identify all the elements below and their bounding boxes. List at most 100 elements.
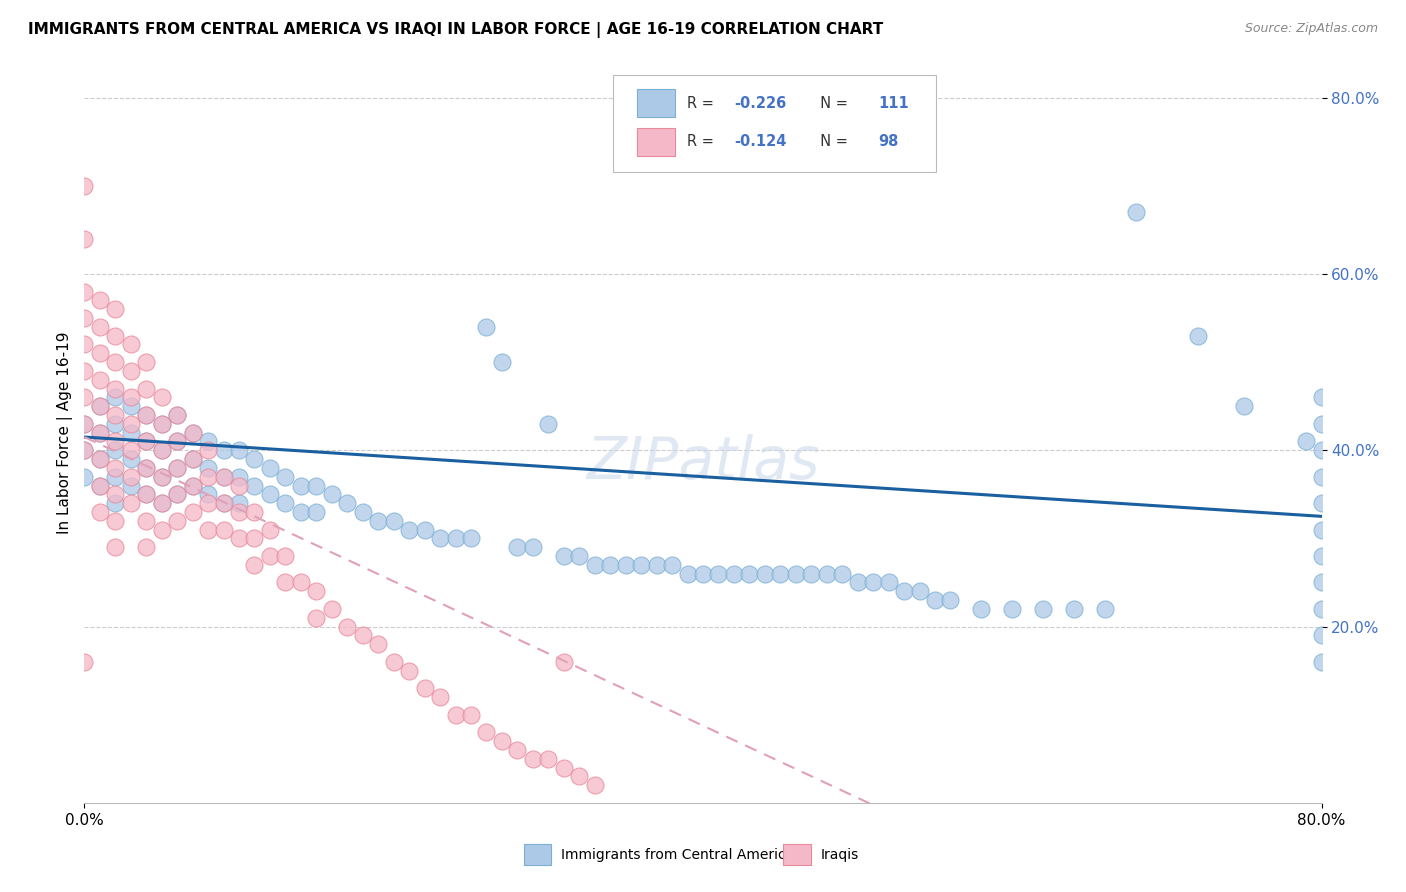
- Point: [197, 434, 219, 449]
- Point: [104, 390, 127, 404]
- Point: [73, 390, 96, 404]
- Point: [166, 408, 188, 422]
- Point: [104, 408, 127, 422]
- Point: [583, 778, 606, 792]
- Point: [259, 461, 281, 475]
- Point: [568, 549, 591, 563]
- Point: [444, 532, 467, 546]
- Point: [893, 584, 915, 599]
- Point: [181, 505, 204, 519]
- Point: [692, 566, 714, 581]
- Point: [274, 496, 297, 510]
- Point: [135, 461, 157, 475]
- Point: [104, 434, 127, 449]
- Point: [290, 575, 312, 590]
- Point: [738, 566, 761, 581]
- Point: [429, 690, 451, 704]
- Point: [491, 734, 513, 748]
- Point: [197, 443, 219, 458]
- Point: [150, 523, 173, 537]
- Text: N =: N =: [811, 134, 852, 149]
- Point: [150, 496, 173, 510]
- Point: [104, 540, 127, 554]
- Point: [243, 532, 266, 546]
- Point: [135, 461, 157, 475]
- Point: [73, 232, 96, 246]
- Text: R =: R =: [688, 95, 718, 111]
- Point: [352, 628, 374, 642]
- Point: [243, 452, 266, 467]
- Point: [1233, 399, 1256, 413]
- Point: [197, 461, 219, 475]
- Point: [181, 478, 204, 492]
- Point: [104, 417, 127, 431]
- Point: [815, 566, 838, 581]
- Point: [1295, 434, 1317, 449]
- Point: [73, 417, 96, 431]
- Point: [754, 566, 776, 581]
- Point: [104, 355, 127, 369]
- Point: [73, 469, 96, 483]
- Point: [537, 417, 560, 431]
- Point: [846, 575, 869, 590]
- Point: [104, 469, 127, 483]
- Point: [212, 496, 235, 510]
- Point: [1310, 390, 1333, 404]
- Point: [321, 487, 343, 501]
- Point: [1310, 523, 1333, 537]
- Point: [73, 443, 96, 458]
- Point: [908, 584, 931, 599]
- Point: [150, 443, 173, 458]
- Point: [877, 575, 900, 590]
- Point: [104, 328, 127, 343]
- Point: [166, 461, 188, 475]
- Point: [135, 434, 157, 449]
- Point: [73, 443, 96, 458]
- Point: [336, 619, 359, 633]
- Point: [413, 681, 436, 696]
- Point: [150, 443, 173, 458]
- Point: [924, 593, 946, 607]
- Point: [1310, 575, 1333, 590]
- Point: [120, 425, 142, 440]
- Point: [120, 337, 142, 351]
- Point: [583, 558, 606, 572]
- Point: [166, 487, 188, 501]
- Point: [104, 496, 127, 510]
- Point: [274, 549, 297, 563]
- Point: [197, 469, 219, 483]
- Point: [1094, 602, 1116, 616]
- Point: [135, 382, 157, 396]
- FancyBboxPatch shape: [613, 75, 935, 172]
- Point: [1310, 443, 1333, 458]
- Point: [104, 514, 127, 528]
- Point: [89, 452, 111, 467]
- Point: [181, 425, 204, 440]
- Point: [228, 443, 250, 458]
- Point: [73, 337, 96, 351]
- Point: [290, 505, 312, 519]
- Point: [89, 478, 111, 492]
- Point: [120, 390, 142, 404]
- Point: [305, 478, 328, 492]
- Point: [120, 399, 142, 413]
- Point: [135, 408, 157, 422]
- Point: [73, 417, 96, 431]
- Point: [228, 478, 250, 492]
- Point: [785, 566, 807, 581]
- Point: [89, 399, 111, 413]
- Point: [321, 602, 343, 616]
- Point: [73, 364, 96, 378]
- Point: [599, 558, 621, 572]
- Point: [166, 514, 188, 528]
- Point: [197, 523, 219, 537]
- Point: [89, 319, 111, 334]
- Point: [166, 434, 188, 449]
- Point: [120, 478, 142, 492]
- Point: [1310, 417, 1333, 431]
- Point: [1032, 602, 1054, 616]
- Point: [135, 355, 157, 369]
- Point: [305, 584, 328, 599]
- Text: Iraqis: Iraqis: [821, 847, 859, 862]
- Point: [661, 558, 683, 572]
